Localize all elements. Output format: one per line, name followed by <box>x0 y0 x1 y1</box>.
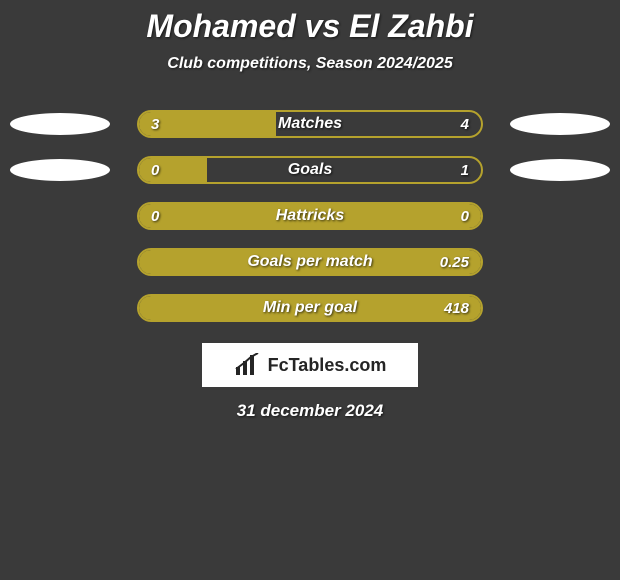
stat-rows: 34Matches01Goals00Hattricks0.25Goals per… <box>0 101 620 331</box>
date-text: 31 december 2024 <box>0 401 620 421</box>
bar-fill <box>139 250 481 274</box>
fctables-logo: FcTables.com <box>202 343 418 387</box>
stat-value-right: 0 <box>461 204 469 228</box>
title-player2: El Zahbi <box>349 8 473 44</box>
left-shape-slot <box>0 193 120 239</box>
right-shape-slot <box>500 239 620 285</box>
player1-ellipse <box>10 113 110 135</box>
stat-bar: 418Min per goal <box>137 294 483 322</box>
subtitle: Club competitions, Season 2024/2025 <box>0 55 620 73</box>
right-shape-slot <box>500 101 620 147</box>
stat-bar: 0.25Goals per match <box>137 248 483 276</box>
player2-ellipse <box>510 113 610 135</box>
right-shape-slot <box>500 147 620 193</box>
stat-value-right: 0.25 <box>440 250 469 274</box>
comparison-infographic: Mohamed vs El Zahbi Club competitions, S… <box>0 0 620 580</box>
left-shape-slot <box>0 101 120 147</box>
stat-row: 0.25Goals per match <box>0 239 620 285</box>
stat-row: 01Goals <box>0 147 620 193</box>
left-shape-slot <box>0 285 120 331</box>
right-shape-slot <box>500 285 620 331</box>
bar-fill-left <box>139 112 276 136</box>
player2-ellipse <box>510 159 610 181</box>
stat-row: 34Matches <box>0 101 620 147</box>
page-title: Mohamed vs El Zahbi <box>0 8 620 45</box>
bar-fill <box>139 204 481 228</box>
stat-value-right: 418 <box>444 296 469 320</box>
stat-value-right: 1 <box>461 158 469 182</box>
title-player1: Mohamed <box>146 8 295 44</box>
stat-bar: 34Matches <box>137 110 483 138</box>
stat-bar: 01Goals <box>137 156 483 184</box>
title-vs: vs <box>305 8 341 44</box>
player1-ellipse <box>10 159 110 181</box>
bar-chart-icon <box>234 353 262 377</box>
stat-value-left: 0 <box>151 158 159 182</box>
left-shape-slot <box>0 239 120 285</box>
stat-row: 00Hattricks <box>0 193 620 239</box>
stat-value-left: 3 <box>151 112 159 136</box>
logo-text: FcTables.com <box>268 355 387 376</box>
stat-bar: 00Hattricks <box>137 202 483 230</box>
bar-fill <box>139 296 481 320</box>
stat-value-right: 4 <box>461 112 469 136</box>
left-shape-slot <box>0 147 120 193</box>
right-shape-slot <box>500 193 620 239</box>
bar-fill-left <box>139 158 207 182</box>
stat-value-left: 0 <box>151 204 159 228</box>
stat-row: 418Min per goal <box>0 285 620 331</box>
